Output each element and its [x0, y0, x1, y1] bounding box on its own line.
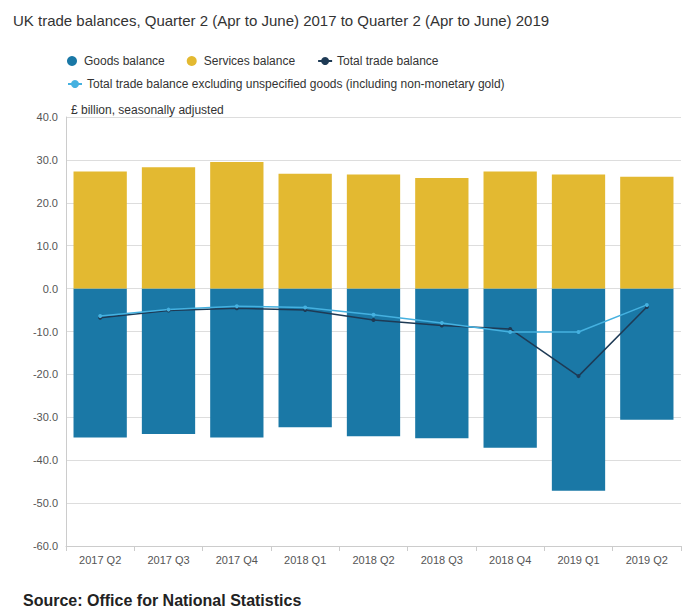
svg-text:UK trade balances, Quarter 2 (: UK trade balances, Quarter 2 (Apr to Jun… [13, 12, 549, 29]
svg-text:2017 Q2: 2017 Q2 [79, 554, 121, 566]
svg-text:-10.0: -10.0 [33, 326, 58, 338]
svg-text:20.0: 20.0 [37, 197, 58, 209]
svg-text:Services balance: Services balance [204, 54, 296, 68]
svg-text:2018 Q1: 2018 Q1 [284, 554, 326, 566]
svg-text:2017 Q4: 2017 Q4 [216, 554, 258, 566]
svg-text:30.0: 30.0 [37, 154, 58, 166]
svg-text:Total trade balance: Total trade balance [337, 54, 439, 68]
svg-text:2018 Q3: 2018 Q3 [421, 554, 463, 566]
svg-text:Goods balance: Goods balance [84, 54, 165, 68]
svg-text:-50.0: -50.0 [33, 497, 58, 509]
svg-text:Source: Office for National St: Source: Office for National Statistics [23, 592, 301, 609]
svg-text:2019 Q2: 2019 Q2 [626, 554, 668, 566]
svg-text:Total trade balance excluding: Total trade balance excluding unspecifie… [87, 77, 505, 91]
svg-text:2019 Q1: 2019 Q1 [557, 554, 599, 566]
svg-text:-30.0: -30.0 [33, 411, 58, 423]
svg-text:-20.0: -20.0 [33, 368, 58, 380]
svg-text:-60.0: -60.0 [33, 540, 58, 552]
svg-text:£ billion, seasonally adjusted: £ billion, seasonally adjusted [71, 103, 224, 117]
svg-text:2017 Q3: 2017 Q3 [147, 554, 189, 566]
svg-text:40.0: 40.0 [37, 111, 58, 123]
svg-text:2018 Q2: 2018 Q2 [352, 554, 394, 566]
svg-text:0.0: 0.0 [43, 283, 58, 295]
svg-text:10.0: 10.0 [37, 240, 58, 252]
svg-text:-40.0: -40.0 [33, 454, 58, 466]
svg-text:2018 Q4: 2018 Q4 [489, 554, 531, 566]
